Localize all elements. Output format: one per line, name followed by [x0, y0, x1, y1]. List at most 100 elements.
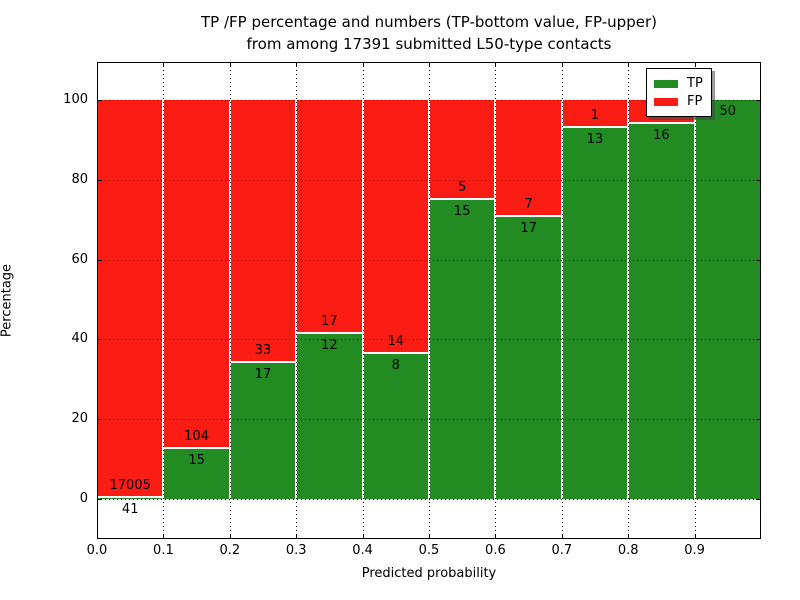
y-tick-mark: [97, 339, 102, 341]
tp-count-label: 41: [121, 502, 139, 518]
x-tick-mark: [163, 534, 165, 539]
x-tick-label: 0.7: [551, 543, 573, 558]
tp-bar-segment: [562, 128, 628, 499]
tp-count-label: 16: [653, 127, 670, 143]
tp-bar-segment: [363, 353, 428, 499]
fp-bar-segment: [230, 100, 296, 364]
fp-bar-segment: [562, 100, 628, 129]
x-tick-mark: [296, 534, 298, 539]
y-tick-mark: [97, 179, 102, 181]
x-tick-label: 0.9: [684, 543, 705, 558]
tp-bar-segment: [98, 498, 163, 499]
chart-title-line2: from among 17391 submitted L50-type cont…: [246, 35, 612, 53]
y-tick-label: 80: [71, 171, 88, 187]
tp-count-label: 12: [321, 337, 338, 353]
y-tick-mark: [97, 259, 102, 261]
x-tick-mark: [229, 534, 231, 539]
legend-row-tp: TP: [654, 75, 703, 92]
y-tick-label: 40: [71, 331, 88, 347]
tp-count-label: 13: [586, 132, 604, 148]
legend: TP FP: [646, 68, 712, 117]
y-tick-label: 0: [79, 491, 88, 506]
tp-count-label: 17: [254, 367, 272, 383]
x-tick-mark: [561, 62, 563, 67]
tp-legend-label: TP: [687, 76, 703, 91]
tp-bar-segment: [297, 333, 362, 499]
fp-count-label: 5: [458, 179, 467, 195]
y-tick-mark: [97, 419, 102, 421]
x-tick-mark: [229, 62, 231, 67]
fp-bar-segment: [430, 100, 495, 200]
legend-row-fp: FP: [654, 93, 703, 110]
x-tick-label: 0.1: [153, 543, 174, 558]
x-tick-mark: [429, 62, 430, 67]
fp-bar-segment: [496, 100, 561, 217]
fp-count-label: 33: [254, 343, 272, 359]
tp-count-label: 15: [453, 203, 471, 219]
y-tick-mark: [97, 499, 102, 500]
y-tick-mark: [756, 259, 761, 261]
x-tick-mark: [362, 62, 364, 67]
tp-count-label: 8: [391, 357, 400, 373]
v-gridline: [163, 62, 165, 539]
x-tick-mark: [628, 62, 630, 67]
x-tick-mark: [296, 62, 298, 67]
tp-count-label: 17: [520, 220, 537, 236]
tp-count-label: 50: [719, 104, 737, 119]
fp-count-label: 17005: [109, 478, 151, 494]
x-tick-mark: [429, 534, 430, 539]
x-tick-label: 0.8: [617, 543, 639, 558]
fp-count-label: 104: [184, 428, 209, 444]
v-gridline: [362, 62, 364, 539]
tp-bar-segment: [496, 216, 561, 499]
y-tick-mark: [756, 419, 761, 421]
y-tick-mark: [756, 499, 761, 500]
x-tick-mark: [495, 534, 497, 539]
x-tick-mark: [163, 62, 165, 67]
y-axis-label: Percentage: [0, 263, 15, 338]
x-axis-label: Predicted probability: [361, 566, 497, 581]
y-tick-mark: [97, 100, 102, 101]
fp-legend-label: FP: [687, 94, 703, 109]
v-gridline: [296, 62, 298, 539]
tp-bar-segment: [430, 199, 495, 499]
x-tick-mark: [760, 62, 761, 67]
x-tick-mark: [362, 534, 364, 539]
v-gridline: [561, 62, 563, 539]
y-tick-mark: [756, 100, 761, 101]
x-tick-label: 0.3: [285, 543, 307, 558]
v-gridline: [429, 62, 430, 539]
x-tick-mark: [694, 62, 696, 67]
tp-legend-swatch: [654, 79, 678, 88]
fp-count-label: 1: [590, 108, 600, 124]
y-tick-label: 100: [63, 92, 88, 107]
fp-count-label: 17: [321, 313, 338, 329]
y-tick-mark: [756, 339, 761, 341]
plot-area: 1700541104153317171214851571711311650 TP…: [97, 62, 761, 539]
x-tick-label: 0.0: [86, 543, 108, 558]
tp-bar-segment: [164, 448, 229, 499]
x-tick-mark: [561, 534, 563, 539]
x-tick-mark: [495, 62, 497, 67]
fp-bar-segment: [164, 100, 229, 449]
fp-bar-segment: [98, 100, 163, 499]
tp-count-label: 15: [188, 452, 205, 468]
v-gridline: [694, 62, 696, 539]
fp-bar-segment: [297, 100, 362, 334]
v-gridline: [495, 62, 497, 539]
y-tick-mark: [756, 179, 761, 181]
x-tick-label: 0.6: [485, 543, 506, 558]
v-gridline: [628, 62, 630, 539]
fp-bar-segment: [363, 100, 428, 354]
tp-bar-segment: [629, 123, 694, 499]
x-tick-mark: [760, 534, 761, 539]
x-tick-mark: [97, 534, 98, 539]
tp-bar-segment: [695, 100, 760, 499]
x-tick-label: 0.2: [219, 543, 241, 558]
x-tick-label: 0.5: [418, 543, 440, 558]
x-tick-mark: [628, 534, 630, 539]
fp-legend-swatch: [654, 97, 678, 106]
chart-title-line1: TP /FP percentage and numbers (TP-bottom…: [201, 13, 657, 31]
v-gridline: [229, 62, 231, 539]
y-tick-label: 60: [71, 251, 88, 267]
